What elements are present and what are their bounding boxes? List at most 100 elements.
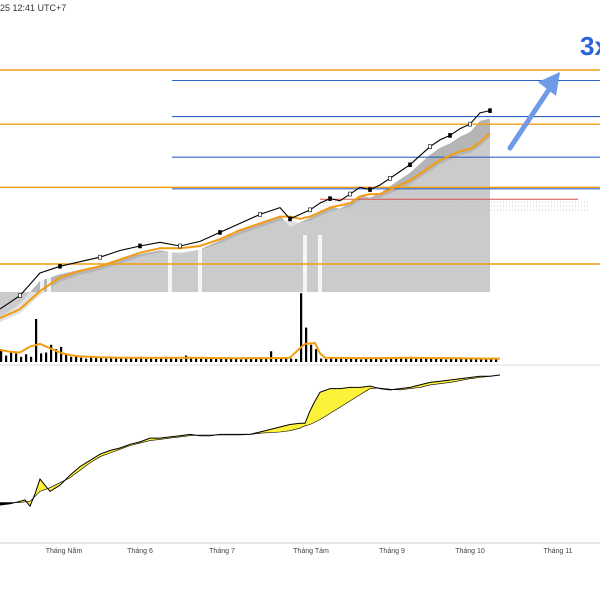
volume-bar [395, 358, 398, 362]
volume-bar [420, 357, 423, 362]
volume-bar [445, 359, 448, 362]
volume-bar [70, 356, 73, 362]
price-candle [368, 187, 372, 192]
volume-bar [425, 358, 428, 362]
volume-bar [280, 358, 283, 362]
volume-bar [175, 358, 178, 362]
price-candle [468, 121, 472, 127]
volume-bar [10, 351, 13, 362]
volume-bar [160, 358, 163, 362]
volume-bar [315, 349, 318, 362]
volume-bar [30, 356, 33, 362]
volume-bar [480, 358, 483, 362]
projection-arrow-head [538, 72, 560, 96]
volume-bar [340, 357, 343, 362]
volume-bar [195, 358, 198, 362]
volume-bar [40, 353, 43, 362]
price-candle [98, 254, 102, 260]
volume-bar [75, 355, 78, 362]
volume-bar [170, 358, 173, 362]
volume-bar [380, 358, 383, 362]
volume-bar [415, 358, 418, 362]
volume-bar [320, 358, 323, 362]
volume-bar [5, 355, 8, 362]
volume-bar [275, 358, 278, 362]
volume-bar [330, 358, 333, 362]
volume-bar [45, 352, 48, 362]
volume-bar [455, 357, 458, 362]
target-multiplier-label: 3x [580, 31, 600, 61]
x-tick-label: Tháng 6 [127, 548, 153, 555]
price-candle [408, 162, 412, 168]
volume-bar [350, 358, 353, 362]
volume-bar [485, 358, 488, 362]
price-candle [218, 230, 222, 235]
volume-bar [15, 353, 18, 362]
oscillator-line [0, 374, 501, 508]
projection-arrow-shaft [507, 82, 555, 151]
price-candle [258, 212, 262, 217]
volume-bar [365, 358, 368, 362]
x-tick-label: Tháng 11 [543, 548, 572, 555]
volume-bar [210, 358, 213, 362]
volume-bar [35, 319, 38, 362]
volume-bar [240, 359, 243, 362]
volume-bar [230, 358, 233, 362]
x-tick-label: Tháng 9 [379, 548, 405, 555]
volume-bar [90, 357, 93, 362]
volume-bar [495, 358, 498, 362]
volume-bar [325, 358, 328, 362]
volume-bar [135, 358, 138, 362]
volume-ma-line [0, 342, 500, 360]
volume-bar [250, 358, 253, 362]
volume-bar [20, 356, 23, 362]
oscillator-signal-line [0, 374, 501, 503]
price-candle [308, 207, 312, 213]
volume-bar [335, 358, 338, 362]
volume-bar [85, 358, 88, 362]
volume-bar [155, 358, 158, 362]
volume-bar [115, 358, 118, 362]
volume-bar [355, 358, 358, 362]
volume-bar [345, 358, 348, 362]
volume-bar [190, 358, 193, 362]
price-candle [18, 293, 22, 298]
price-candle [348, 191, 352, 197]
volume-bar [120, 358, 123, 362]
price-candle [328, 196, 332, 201]
x-tick-label: Tháng Tám [293, 548, 329, 555]
volume-bar [290, 358, 293, 362]
volume-bar [385, 359, 388, 362]
volume-bar [205, 358, 208, 362]
price-ma-line [0, 132, 491, 320]
volume-bar [435, 358, 438, 362]
x-tick-label: Tháng 7 [209, 548, 235, 555]
volume-bar [360, 359, 363, 362]
volume-bar [130, 357, 133, 362]
volume-bar [465, 358, 468, 362]
volume-bar [165, 356, 168, 362]
price-band-fill [0, 137, 490, 323]
volume-bar [200, 357, 203, 362]
volume-bar [450, 358, 453, 362]
volume-bar [60, 346, 63, 362]
volume-bar [180, 358, 183, 362]
volume-bar [95, 358, 98, 362]
volume-bar [310, 344, 313, 362]
volume-bar [125, 358, 128, 362]
volume-bar [475, 358, 478, 362]
volume-bar [285, 358, 288, 362]
x-tick-label: Tháng Năm [46, 548, 83, 555]
volume-bar [430, 358, 433, 362]
volume-bar [185, 355, 188, 362]
volume-bar [255, 358, 258, 362]
volume-bar [105, 358, 108, 362]
volume-bar [110, 357, 113, 362]
price-candle [288, 216, 292, 222]
price-candle [178, 243, 182, 249]
price-candle [428, 144, 432, 149]
volume-bar [375, 358, 378, 362]
volume-bar [220, 358, 223, 362]
volume-bar [50, 344, 53, 362]
